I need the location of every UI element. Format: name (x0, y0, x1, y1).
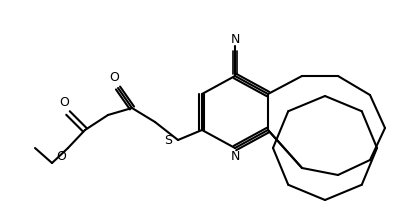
Text: S: S (164, 134, 172, 147)
Text: O: O (109, 71, 119, 84)
Text: O: O (59, 96, 69, 109)
Text: N: N (230, 150, 239, 163)
Text: N: N (230, 33, 239, 46)
Text: O: O (56, 150, 66, 163)
